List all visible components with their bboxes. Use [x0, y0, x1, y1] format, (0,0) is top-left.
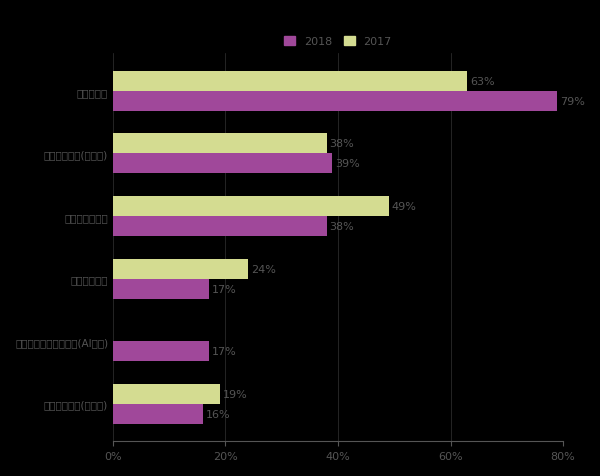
Bar — [113, 154, 332, 174]
Text: 17%: 17% — [211, 347, 236, 357]
Bar — [113, 384, 220, 404]
Text: 38%: 38% — [329, 139, 355, 149]
Bar — [113, 259, 248, 279]
Text: 63%: 63% — [470, 77, 495, 87]
Text: 17%: 17% — [211, 284, 236, 294]
Text: 39%: 39% — [335, 159, 360, 169]
Text: 38%: 38% — [329, 221, 355, 231]
Bar — [113, 197, 389, 217]
Bar — [113, 279, 209, 299]
Text: 16%: 16% — [206, 409, 230, 419]
Text: 79%: 79% — [560, 97, 585, 107]
Text: 24%: 24% — [251, 264, 275, 274]
Bar — [113, 341, 209, 361]
Bar — [113, 134, 327, 154]
Bar — [113, 72, 467, 92]
Bar — [113, 92, 557, 112]
Bar — [113, 217, 327, 237]
Legend: 2018, 2017: 2018, 2017 — [280, 32, 396, 51]
Text: 49%: 49% — [391, 201, 416, 211]
Bar — [113, 404, 203, 424]
Text: 19%: 19% — [223, 389, 247, 399]
